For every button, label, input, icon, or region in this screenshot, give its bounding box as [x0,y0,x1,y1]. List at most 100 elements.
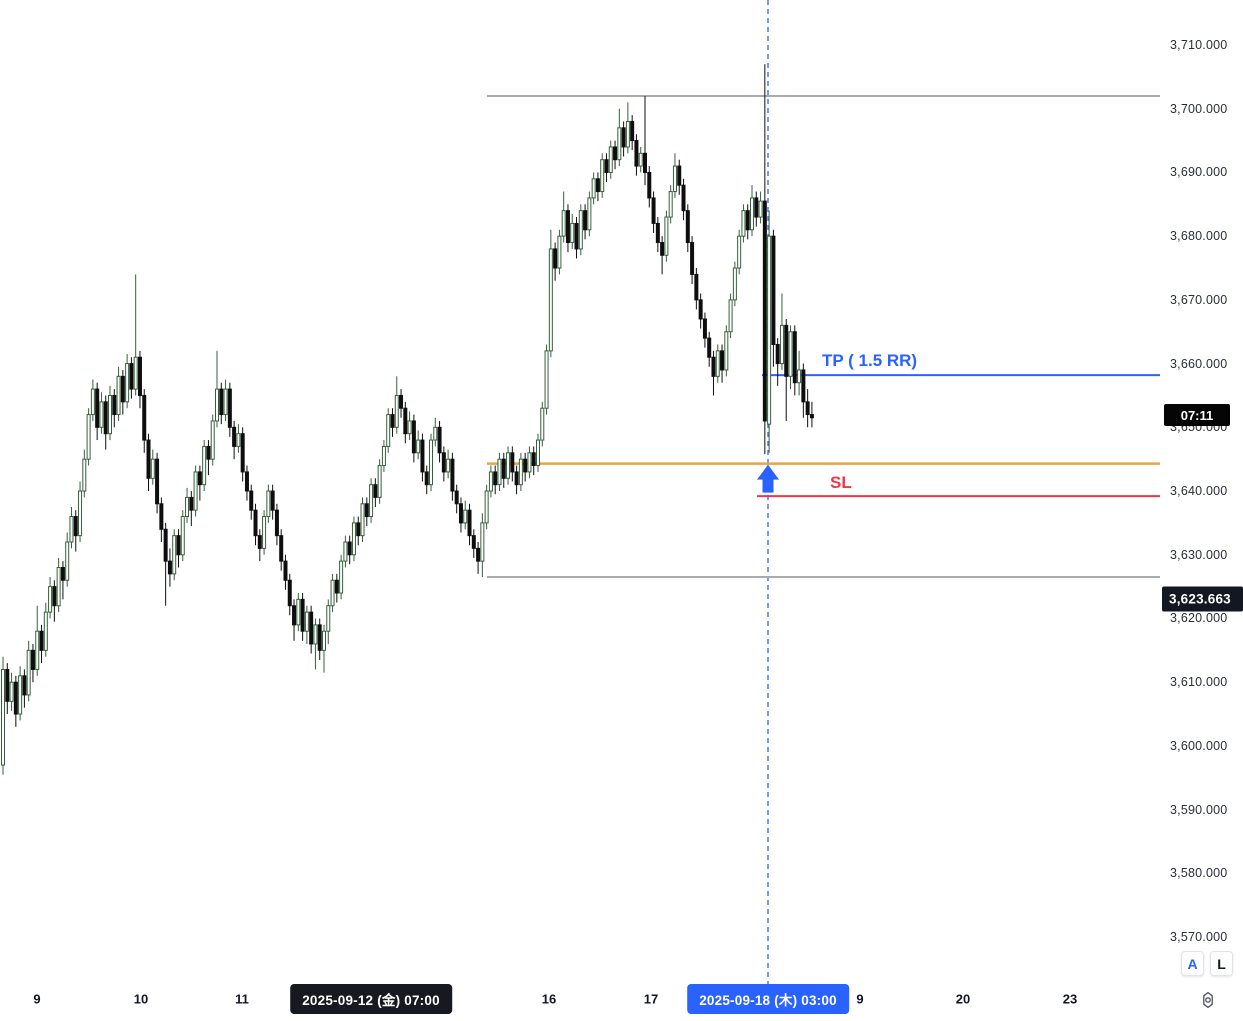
candle-down [510,452,515,473]
candle-down [373,484,378,498]
candle-down [197,471,202,486]
candle-down [159,503,164,530]
candle-down [745,210,750,231]
candle-up [536,439,540,467]
candle-down [805,401,810,416]
candle-up [330,579,335,607]
price-tick-label: 3,600.000 [1170,738,1228,753]
candle-down [403,407,408,435]
candle-down [112,394,117,416]
candle-up [779,324,784,365]
auto-scale-button[interactable]: A [1181,951,1204,976]
candle-down [270,490,275,511]
candle-down [754,197,759,218]
candle-up [236,433,241,447]
candle-up [351,522,356,556]
price-tick-label: 3,570.000 [1170,930,1228,945]
last-price-badge: 3,623.663 [1162,586,1243,612]
candle-down [137,356,142,396]
price-axis[interactable]: 3,710.000 3,700.000 3,690.000 3,680.000 3,67… [1162,0,1243,980]
candle-down [762,200,767,422]
candle-up [215,388,219,422]
candle-up [78,490,83,537]
time-tick-label: 10 [133,991,149,1007]
candle-up [480,522,485,562]
candle-down [347,541,352,556]
candle-up [638,152,643,167]
candle-down [253,509,258,537]
candle-down [279,535,284,562]
candle-down [244,471,249,492]
candle-down [720,350,725,371]
candle-up [758,200,763,218]
candle-up [540,407,545,441]
candle-down [411,420,416,454]
candle-up [750,197,754,231]
sl-line-label[interactable]: SL [830,473,852,493]
time-axis[interactable]: 9 10 11 16 17 9 20 23 [0,980,1162,1021]
candle-down [476,547,481,562]
candle-down [634,140,639,167]
candle-up [715,350,720,377]
candle-up [43,611,48,651]
candle-up [339,560,344,594]
candle-down [643,152,647,173]
candle-down [583,210,588,231]
price-tick-label: 3,690.000 [1170,165,1228,180]
candle-down [146,439,151,479]
candle-down [702,318,707,339]
candle-down [283,560,288,581]
price-tick-label: 3,620.000 [1170,611,1228,626]
candle-down [694,273,699,301]
candle-up [668,191,673,218]
candle-down [792,331,797,384]
candle-up [343,541,348,562]
candle-down [660,242,665,256]
tp-line-label[interactable]: TP ( 1.5 RR) [822,351,918,371]
candle-down [801,369,806,403]
candle-up [296,598,301,626]
candle-down [356,522,361,537]
candle-up [90,388,95,416]
candle-up [625,120,630,148]
candle-down [565,210,570,244]
candle-up [99,401,104,428]
candle-up [446,458,451,473]
candle-down [95,388,100,428]
candle-down [142,394,147,441]
candle-down [441,452,446,473]
candle-down [249,490,254,511]
candle-up [26,649,31,696]
candle-down [120,375,125,403]
candle-up [741,210,746,237]
candle-down [775,343,780,365]
candle-down [493,471,498,486]
candle-down [711,356,716,377]
candle-up [407,420,412,435]
candle-down [574,222,579,250]
candle-up [737,235,742,269]
candle-up [69,516,74,543]
price-tick-label: 3,700.000 [1170,101,1228,116]
candle-down [707,337,712,358]
price-tick-label: 3,590.000 [1170,802,1228,817]
candle-down [655,222,660,244]
candle-down [163,528,168,562]
log-scale-button[interactable]: L [1210,951,1233,976]
settings-gear-icon[interactable] [1199,991,1217,1009]
time-tick-label: 16 [541,991,557,1007]
candle-up [180,516,185,556]
candle-down [531,452,536,467]
candle-up [326,605,331,632]
candle-up [578,210,583,250]
candle-down [698,299,703,320]
candle-down [809,414,814,419]
candle-up [527,452,532,473]
candle-up [728,299,733,333]
candle-up [433,426,438,441]
candle-up [223,388,228,416]
candle-down [240,433,245,473]
buy-arrow-marker[interactable] [757,464,779,493]
